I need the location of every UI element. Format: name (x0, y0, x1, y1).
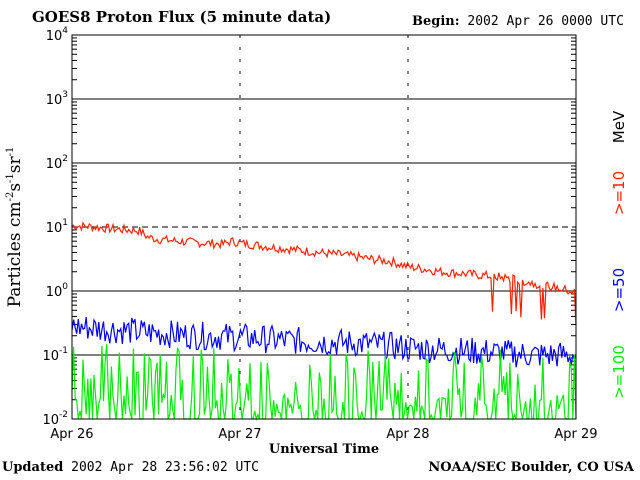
unit-label: MeV (610, 110, 628, 143)
chart-title: GOES8 Proton Flux (5 minute data) (32, 8, 332, 26)
y-tick-label: 102 (46, 154, 68, 172)
credit-label: NOAA/SEC Boulder, CO USA (428, 460, 634, 475)
begin-label: Begin: (412, 14, 460, 29)
y-tick-label: 103 (46, 90, 68, 108)
series-line-ge10 (71, 221, 577, 326)
begin-time: Begin: 2002 Apr 26 0000 UTC (412, 14, 624, 29)
legend-ge100: >=100 (610, 345, 628, 399)
updated-label: Updated (2, 460, 64, 475)
y-tick-label: 101 (46, 218, 68, 236)
legend-ge50: >=50 (610, 268, 628, 312)
x-axis-title: Universal Time (269, 442, 379, 457)
proton-flux-chart: 10-2 10-1 100 101 102 103 104 Apr 26 Apr 27 Apr 2… (5, 26, 628, 457)
legend-ge10: >=10 (610, 171, 628, 215)
series-line-ge100 (71, 344, 577, 422)
y-tick-label: 100 (46, 282, 69, 300)
x-tick-label: Apr 26 (50, 427, 93, 442)
x-tick-label: Apr 28 (386, 427, 429, 442)
updated-value: 2002 Apr 28 23:56:02 UTC (71, 460, 259, 475)
updated-stamp: Updated 2002 Apr 28 23:56:02 UTC (2, 460, 259, 475)
series-line-ge50 (71, 317, 577, 368)
begin-value: 2002 Apr 26 0000 UTC (467, 14, 624, 29)
x-tick-label: Apr 29 (554, 427, 597, 442)
y-tick-label: 104 (46, 26, 69, 44)
plot-frame (71, 34, 577, 420)
y-tick-label: 10-2 (42, 410, 68, 428)
y-tick-label: 10-1 (42, 346, 68, 364)
x-tick-label: Apr 27 (218, 427, 261, 442)
y-axis-title: Particles cm-2s-1sr-1 (5, 147, 25, 308)
